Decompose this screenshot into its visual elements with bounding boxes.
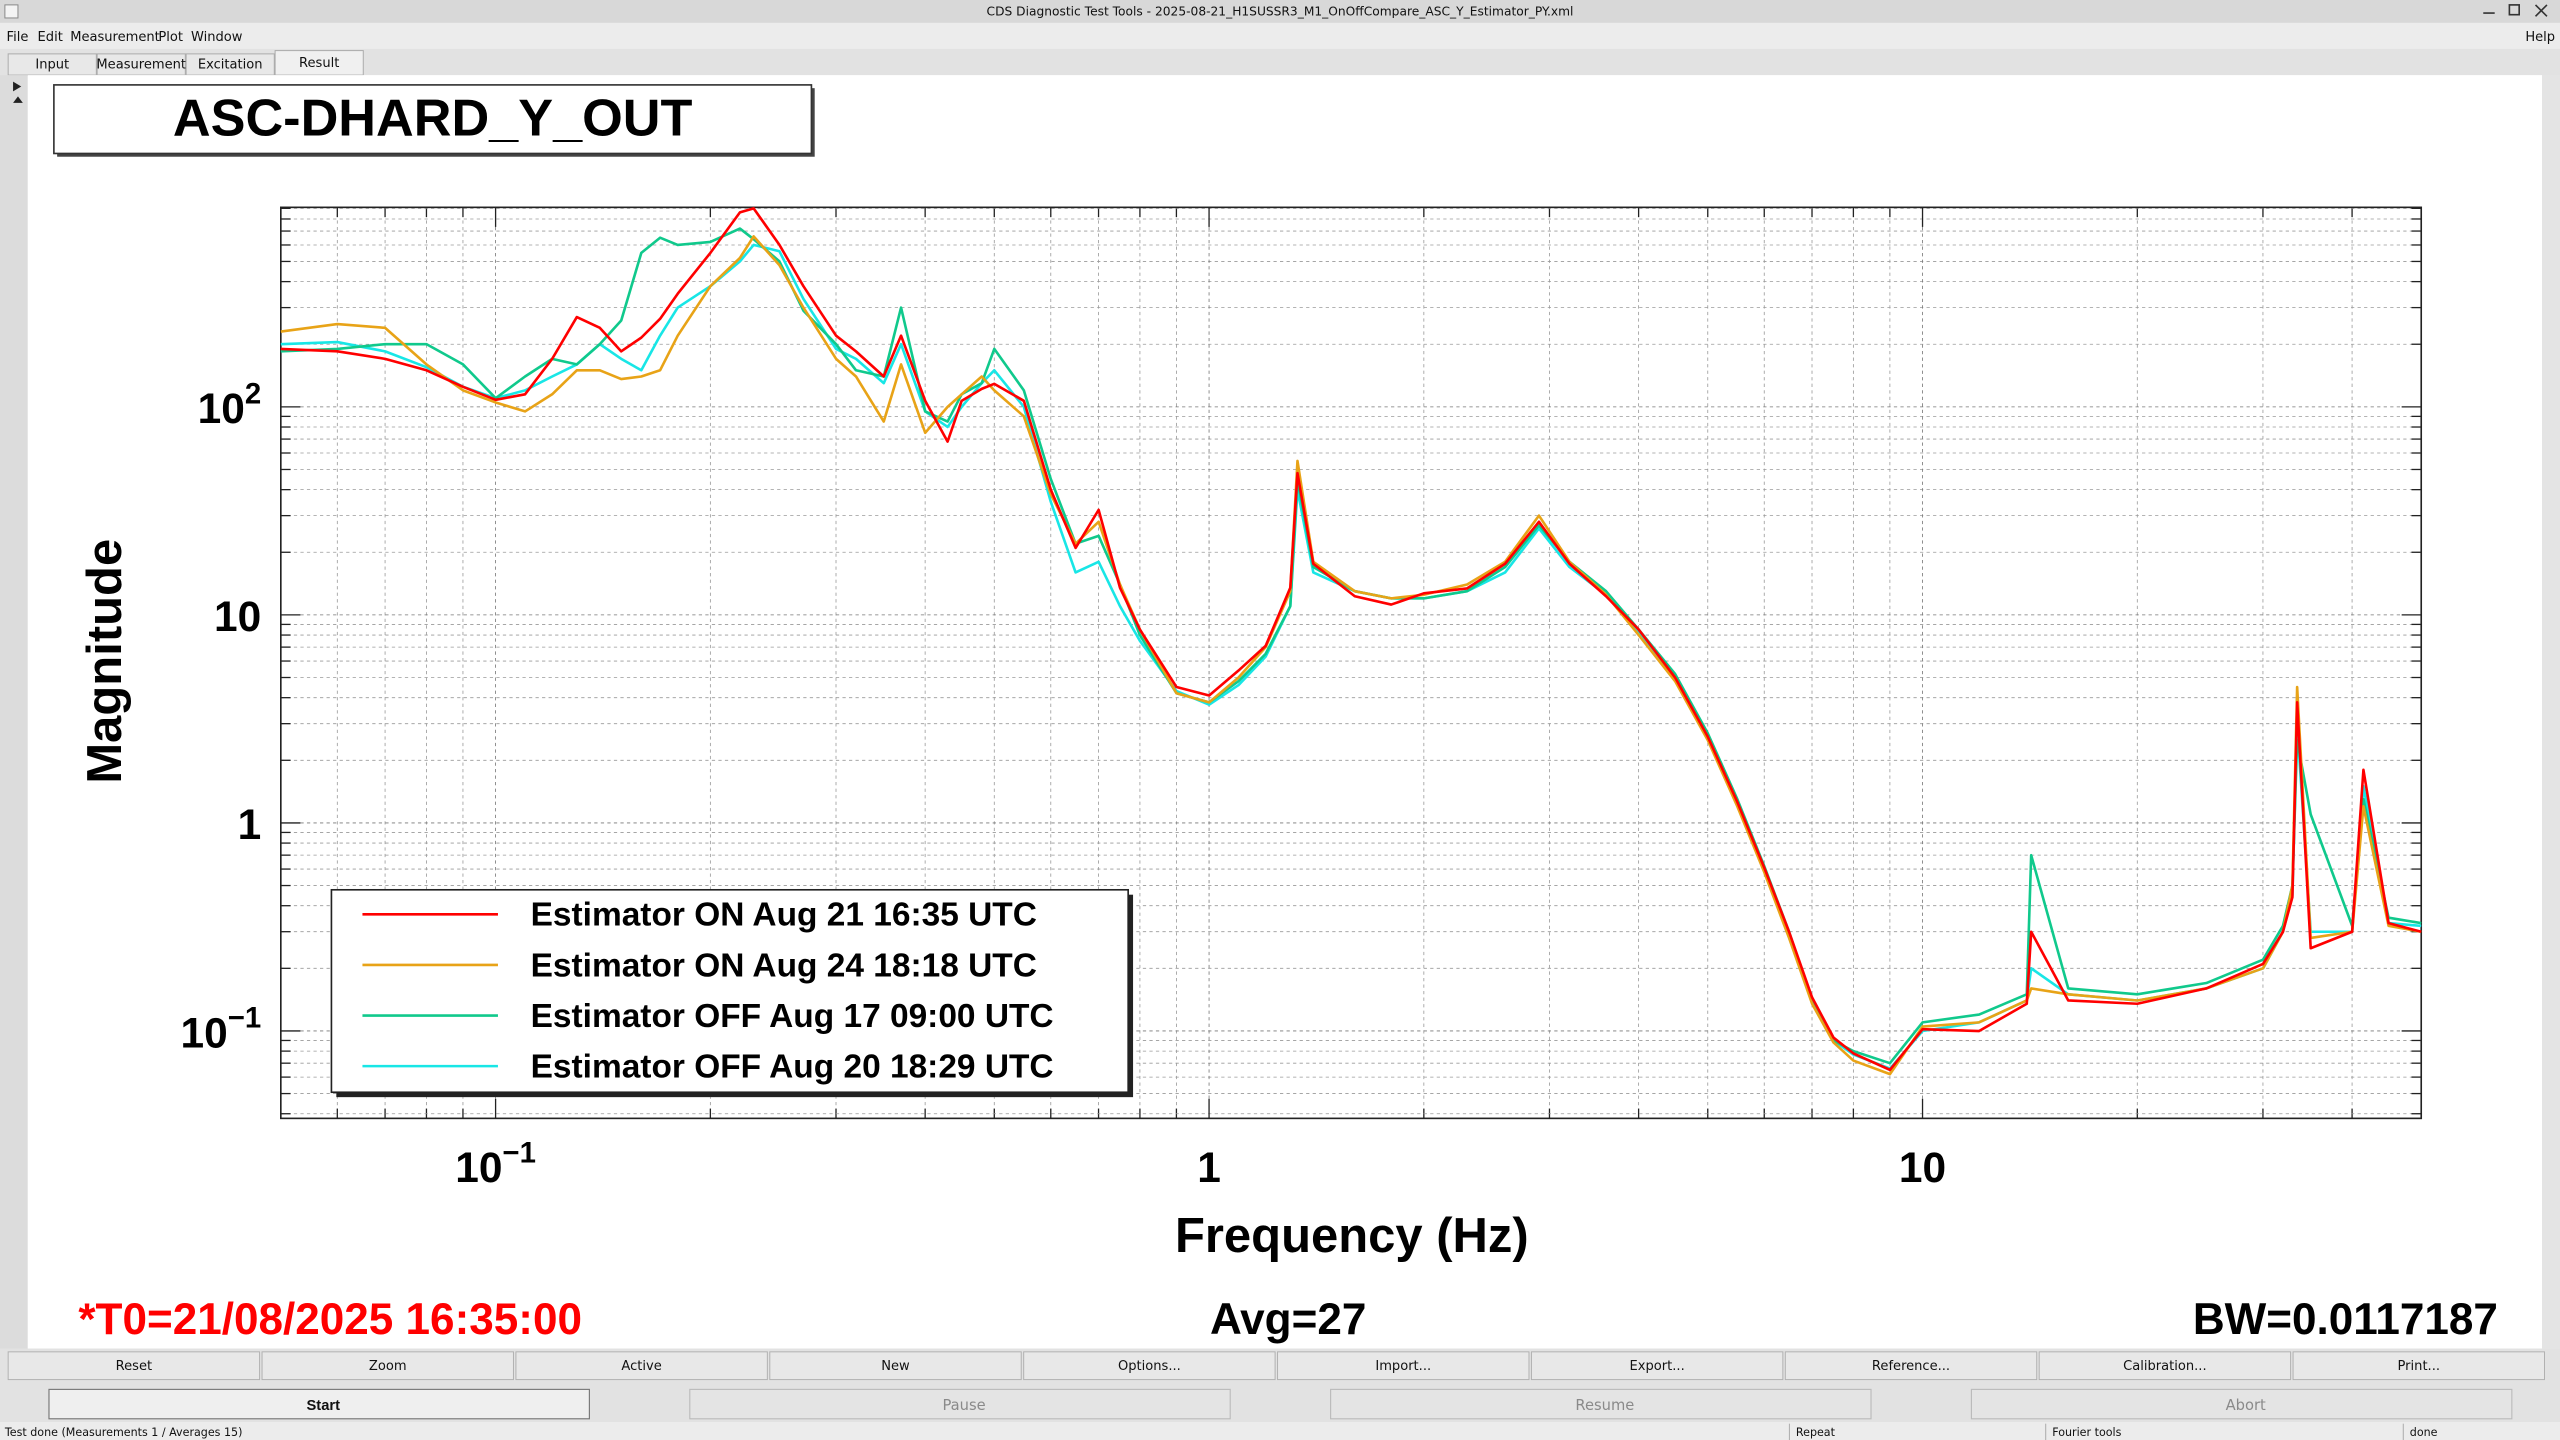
control-button: [1330, 1388, 1872, 1420]
button-label[interactable]: Export...: [1630, 1359, 1685, 1374]
plot-panel: [27, 75, 2543, 1349]
side-strip: [0, 75, 28, 1349]
legend-label: Estimator ON Aug 21 16:35 UTC: [531, 897, 1037, 934]
window-icon[interactable]: [4, 4, 19, 19]
button[interactable]: [2292, 1351, 2545, 1381]
window-title: CDS Diagnostic Test Tools - 2025-08-21_H…: [987, 5, 1574, 19]
button-label[interactable]: Import...: [1375, 1359, 1431, 1374]
menu-item[interactable]: Measurement: [70, 30, 160, 45]
scrollbar[interactable]: [2542, 75, 2560, 1349]
tick-base: 10: [181, 1009, 228, 1056]
x-tick-label: 10: [1899, 1144, 1946, 1191]
button-label[interactable]: Reset: [116, 1359, 152, 1374]
collapse-arrow[interactable]: [13, 96, 23, 103]
expand-arrow[interactable]: [13, 81, 22, 92]
button-label[interactable]: Reference...: [1872, 1359, 1950, 1374]
button-label[interactable]: Print...: [2398, 1359, 2440, 1374]
status-text: Fourier tools: [2052, 1426, 2121, 1439]
status-text: done: [2410, 1426, 2438, 1439]
legend-label: Estimator ON Aug 24 18:18 UTC: [531, 947, 1037, 984]
avg-label: Avg=27: [1210, 1295, 1366, 1344]
menu-item[interactable]: File: [7, 30, 29, 45]
menu-item[interactable]: Plot: [158, 30, 183, 45]
tab-label[interactable]: Input: [35, 58, 69, 73]
tick-exponent: −1: [228, 1002, 262, 1035]
y-axis-label: Magnitude: [78, 539, 132, 784]
button[interactable]: [1023, 1351, 1276, 1381]
legend-label: Estimator OFF Aug 20 18:29 UTC: [531, 1049, 1054, 1086]
menu-help[interactable]: Help: [2525, 30, 2555, 45]
tick-base: 10: [198, 385, 245, 432]
tab-label[interactable]: Excitation: [198, 58, 263, 73]
menu-item[interactable]: Edit: [38, 30, 63, 45]
menu-bar: [0, 22, 2560, 49]
button[interactable]: [7, 1351, 261, 1381]
button[interactable]: [2038, 1351, 2292, 1381]
title-bar: [0, 0, 2560, 23]
y-tick-label: 10−1: [181, 1002, 262, 1057]
tab-label[interactable]: Measurement: [96, 58, 186, 73]
series-line: [280, 227, 2422, 1065]
tick-exponent: −1: [502, 1136, 535, 1169]
y-tick-label: 10: [214, 593, 261, 640]
control-label: Resume: [1575, 1397, 1634, 1414]
legend-label: Estimator OFF Aug 17 09:00 UTC: [531, 998, 1054, 1035]
tick-base: 10: [455, 1144, 502, 1191]
series-line: [280, 207, 2422, 1072]
control-button: [689, 1388, 1231, 1420]
chart-title: ASC-DHARD_Y_OUT: [173, 90, 693, 148]
status-text: Test done (Measurements 1 / Averages 15): [4, 1426, 243, 1439]
button[interactable]: [769, 1351, 1022, 1381]
button-label[interactable]: Active: [621, 1359, 661, 1374]
menu-item[interactable]: Window: [191, 30, 243, 45]
window-controls[interactable]: [2483, 4, 2548, 17]
button[interactable]: [515, 1351, 768, 1381]
tab[interactable]: [274, 50, 364, 76]
tab-bar: [0, 48, 2560, 76]
bw-label: BW=0.0117187: [2193, 1295, 2498, 1344]
control-label: Abort: [2226, 1397, 2266, 1414]
button[interactable]: [261, 1351, 514, 1381]
plot-frame: [280, 206, 2423, 1120]
control-label[interactable]: Start: [307, 1398, 341, 1414]
series-line: [280, 243, 2422, 1070]
button[interactable]: [1530, 1351, 1784, 1381]
x-tick-label: 10−1: [455, 1136, 536, 1191]
status-bar: [0, 1422, 2560, 1440]
tab-label[interactable]: Result: [299, 56, 339, 71]
button-label[interactable]: Calibration...: [2123, 1359, 2206, 1374]
y-tick-label: 1: [238, 801, 262, 848]
legend: [330, 888, 1129, 1094]
title-box: [53, 84, 813, 155]
x-axis-label: Frequency (Hz): [1175, 1209, 1529, 1263]
button-label[interactable]: Zoom: [369, 1359, 407, 1374]
t0-label: *T0=21/08/2025 16:35:00: [78, 1295, 582, 1344]
button[interactable]: [1277, 1351, 1530, 1381]
button-label[interactable]: Options...: [1118, 1359, 1181, 1374]
y-tick-label: 102: [198, 378, 262, 433]
status-text: Repeat: [1796, 1426, 1836, 1439]
control-label: Pause: [942, 1397, 985, 1414]
x-tick-label: 1: [1197, 1144, 1221, 1191]
button[interactable]: [1784, 1351, 2038, 1381]
control-button: [1970, 1388, 2513, 1420]
control-button[interactable]: [48, 1388, 590, 1420]
tick-exponent: 2: [245, 378, 261, 411]
button-label[interactable]: New: [881, 1359, 910, 1374]
